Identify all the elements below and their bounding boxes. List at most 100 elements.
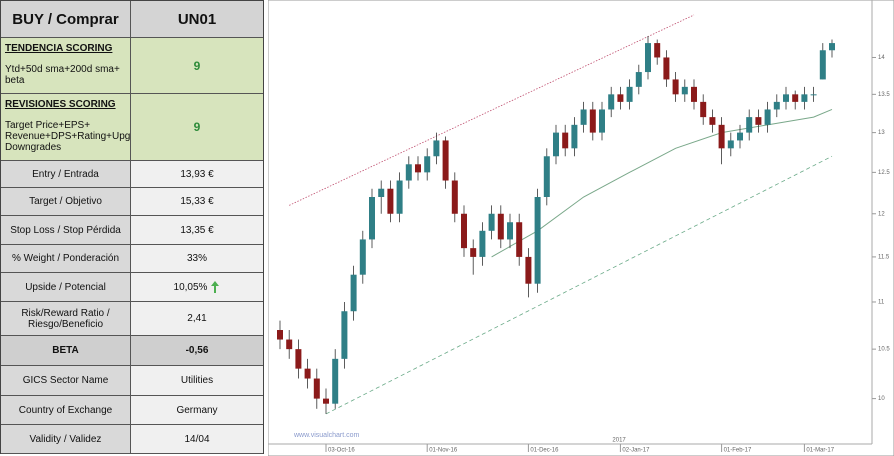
candle-body [819,50,826,80]
candle-body [645,43,651,73]
candle-body [433,140,440,157]
candle-body [534,196,541,284]
row-label: Target / Objetivo [1,188,131,215]
candle-body [451,180,458,214]
candle-body [727,140,734,149]
candle-body [810,94,817,96]
candle-body [571,124,578,149]
table-row: Risk/Reward Ratio / Riesgo/Beneficio 2,41 [1,302,263,336]
candle-body [562,132,569,149]
candle-body [277,330,283,340]
candle-body [516,222,523,257]
candle-body [626,86,633,102]
table-row: Entry / Entrada 13,93 € [1,161,263,188]
y-tick-label: 11 [878,300,885,306]
candle-body [543,156,550,197]
x-tick-label: 03-Oct-16 [328,448,355,454]
row-value: Germany [131,396,263,424]
row-value: 10,05% [131,273,263,301]
candle-body [654,43,661,58]
candle-body [369,196,375,240]
chart: www.visualchart.com 10 10.5 11 11.5 12 12.5 13… [268,0,894,456]
candle-body [488,213,495,231]
row-label: Stop Loss / Stop Pérdida [1,216,131,244]
candle-body [424,156,431,173]
header-cell: UN01 [131,1,263,37]
table-row: Upside / Potencial 10,05% [1,273,263,302]
candle-body [792,94,799,102]
candle-body [829,43,835,51]
table-row: BETA -0,56 [1,336,263,366]
candle-body [507,222,513,240]
candle-body [396,180,403,214]
row-label: GICS Sector Name [1,366,131,395]
arrow-shape [211,281,220,293]
y-tick-label: 12.5 [878,170,890,176]
y-tick-label: 11.5 [878,254,890,260]
score-title: TENDENCIA SCORING [5,43,113,54]
candle-body [635,72,642,87]
candle-body [681,86,688,95]
candle-body [497,213,504,240]
score-title: REVISIONES SCORING [5,99,116,110]
candle-body [470,248,477,257]
candle-body [755,117,762,125]
candle-body [387,188,394,214]
value-text: Germany [176,404,218,416]
candle-body [323,398,329,404]
y-tick-label: 12 [878,211,885,217]
y-tick-label: 10 [878,396,885,402]
candle-body [672,79,679,95]
moving-average [491,109,833,258]
row-label: Validity / Validez [1,425,131,453]
row-value: 2,41 [131,302,263,335]
table-row: % Weight / Ponderación 33% [1,245,263,273]
x-tick-label: 01-Nov-16 [429,448,458,454]
candle-body [617,94,624,102]
header-cell: BUY / Comprar [1,1,131,37]
candle-body [553,132,559,157]
candle-body [479,230,486,257]
score-label: REVISIONES SCORING Target Price+EPS+ Reve… [1,94,159,160]
value-text: 13,93 € [180,168,214,180]
y-tick-label: 14 [878,55,885,61]
row-label: Country of Exchange [1,396,131,424]
value-text: 2,41 [187,313,207,324]
table-row: Validity / Validez 14/04 [1,425,263,454]
candle-body [783,94,789,102]
row-value: 33% [131,245,263,272]
row-label: Entry / Entrada [1,161,131,187]
row-value: 14/04 [131,425,263,453]
channel-line [289,14,695,206]
candle-body [746,117,753,133]
candle-body [378,188,385,197]
candle-body [764,109,771,125]
candle-body [332,358,339,404]
table-row: BUY / Comprar UN01 [1,1,263,38]
value-text: 15,33 € [180,196,214,207]
candle-body [773,101,780,110]
row-label: Upside / Potencial [1,273,131,301]
score-value: 9 [131,94,263,160]
candle-body [350,274,357,312]
row-label: % Weight / Ponderación [1,245,131,272]
candle-body [461,213,467,249]
candle-body [359,239,366,275]
value-text: 33% [186,253,207,264]
candle-body [405,164,412,181]
candle-body [304,368,311,379]
row-value: -0,56 [131,336,263,365]
table-row: Target / Objetivo 15,33 € [1,188,263,216]
row-label: Risk/Reward Ratio / Riesgo/Beneficio [1,302,131,335]
candle-body [700,101,707,118]
row-value: 13,35 € [131,216,263,244]
value-text: Utilities [180,375,214,386]
candle-body [313,378,320,399]
value-text: 14/04 [184,433,210,445]
score-value: 9 [131,38,263,93]
y-tick-label: 10.5 [878,347,890,353]
table-row: TENDENCIA SCORING Ytd+50d sma+200d sma+ b… [1,38,263,94]
candle-body [663,57,670,80]
table-row: Stop Loss / Stop Pérdida 13,35 € [1,216,263,245]
